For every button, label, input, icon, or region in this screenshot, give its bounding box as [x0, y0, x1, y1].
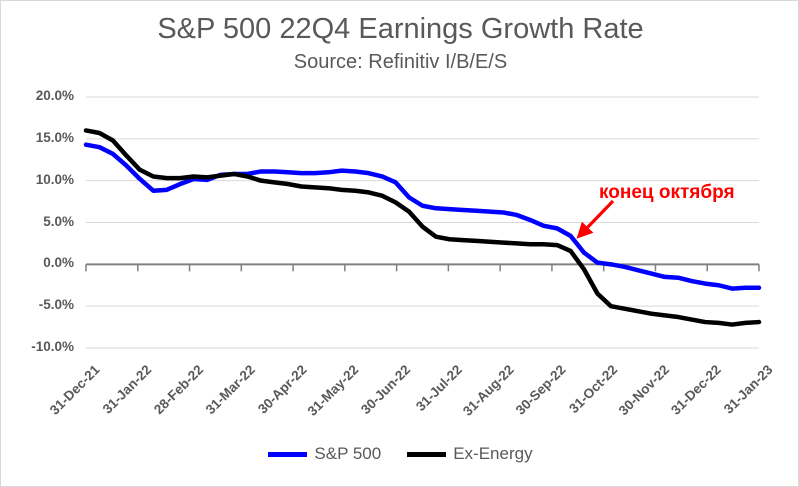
- y-axis-tick-label: 20.0%: [35, 88, 74, 103]
- y-axis-tick-label: 5.0%: [43, 213, 74, 229]
- annotation-arrow: [576, 199, 615, 239]
- x-axis-ticks: [85, 264, 760, 272]
- y-axis-tick-label: -10.0%: [31, 339, 74, 354]
- legend-label: Ex-Energy: [453, 444, 533, 463]
- legend-entry[interactable]: Ex-Energy: [407, 444, 533, 464]
- legend-label: S&P 500: [314, 444, 382, 463]
- y-axis-tick-label: -5.0%: [38, 297, 74, 313]
- series-line: [83, 142, 762, 291]
- gridlines: [86, 96, 759, 349]
- chart-title: S&P 500 22Q4 Earnings Growth Rate: [157, 13, 644, 45]
- series-line: [83, 128, 762, 327]
- y-axis-tick-label: 0.0%: [43, 255, 74, 271]
- legend-swatch-icon: [268, 451, 308, 457]
- series-lines: [83, 128, 762, 327]
- chart-legend: S&P 500 Ex-Energy: [1, 444, 798, 464]
- y-axis-tick-label: 15.0%: [35, 129, 74, 145]
- chart-subtitle: Source: Refinitiv I/B/E/S: [293, 51, 508, 73]
- annotation-label: конец октября: [599, 182, 735, 203]
- legend-swatch-icon: [407, 451, 447, 457]
- legend-entry[interactable]: S&P 500: [268, 444, 381, 464]
- y-axis-tick-label: 10.0%: [35, 171, 74, 187]
